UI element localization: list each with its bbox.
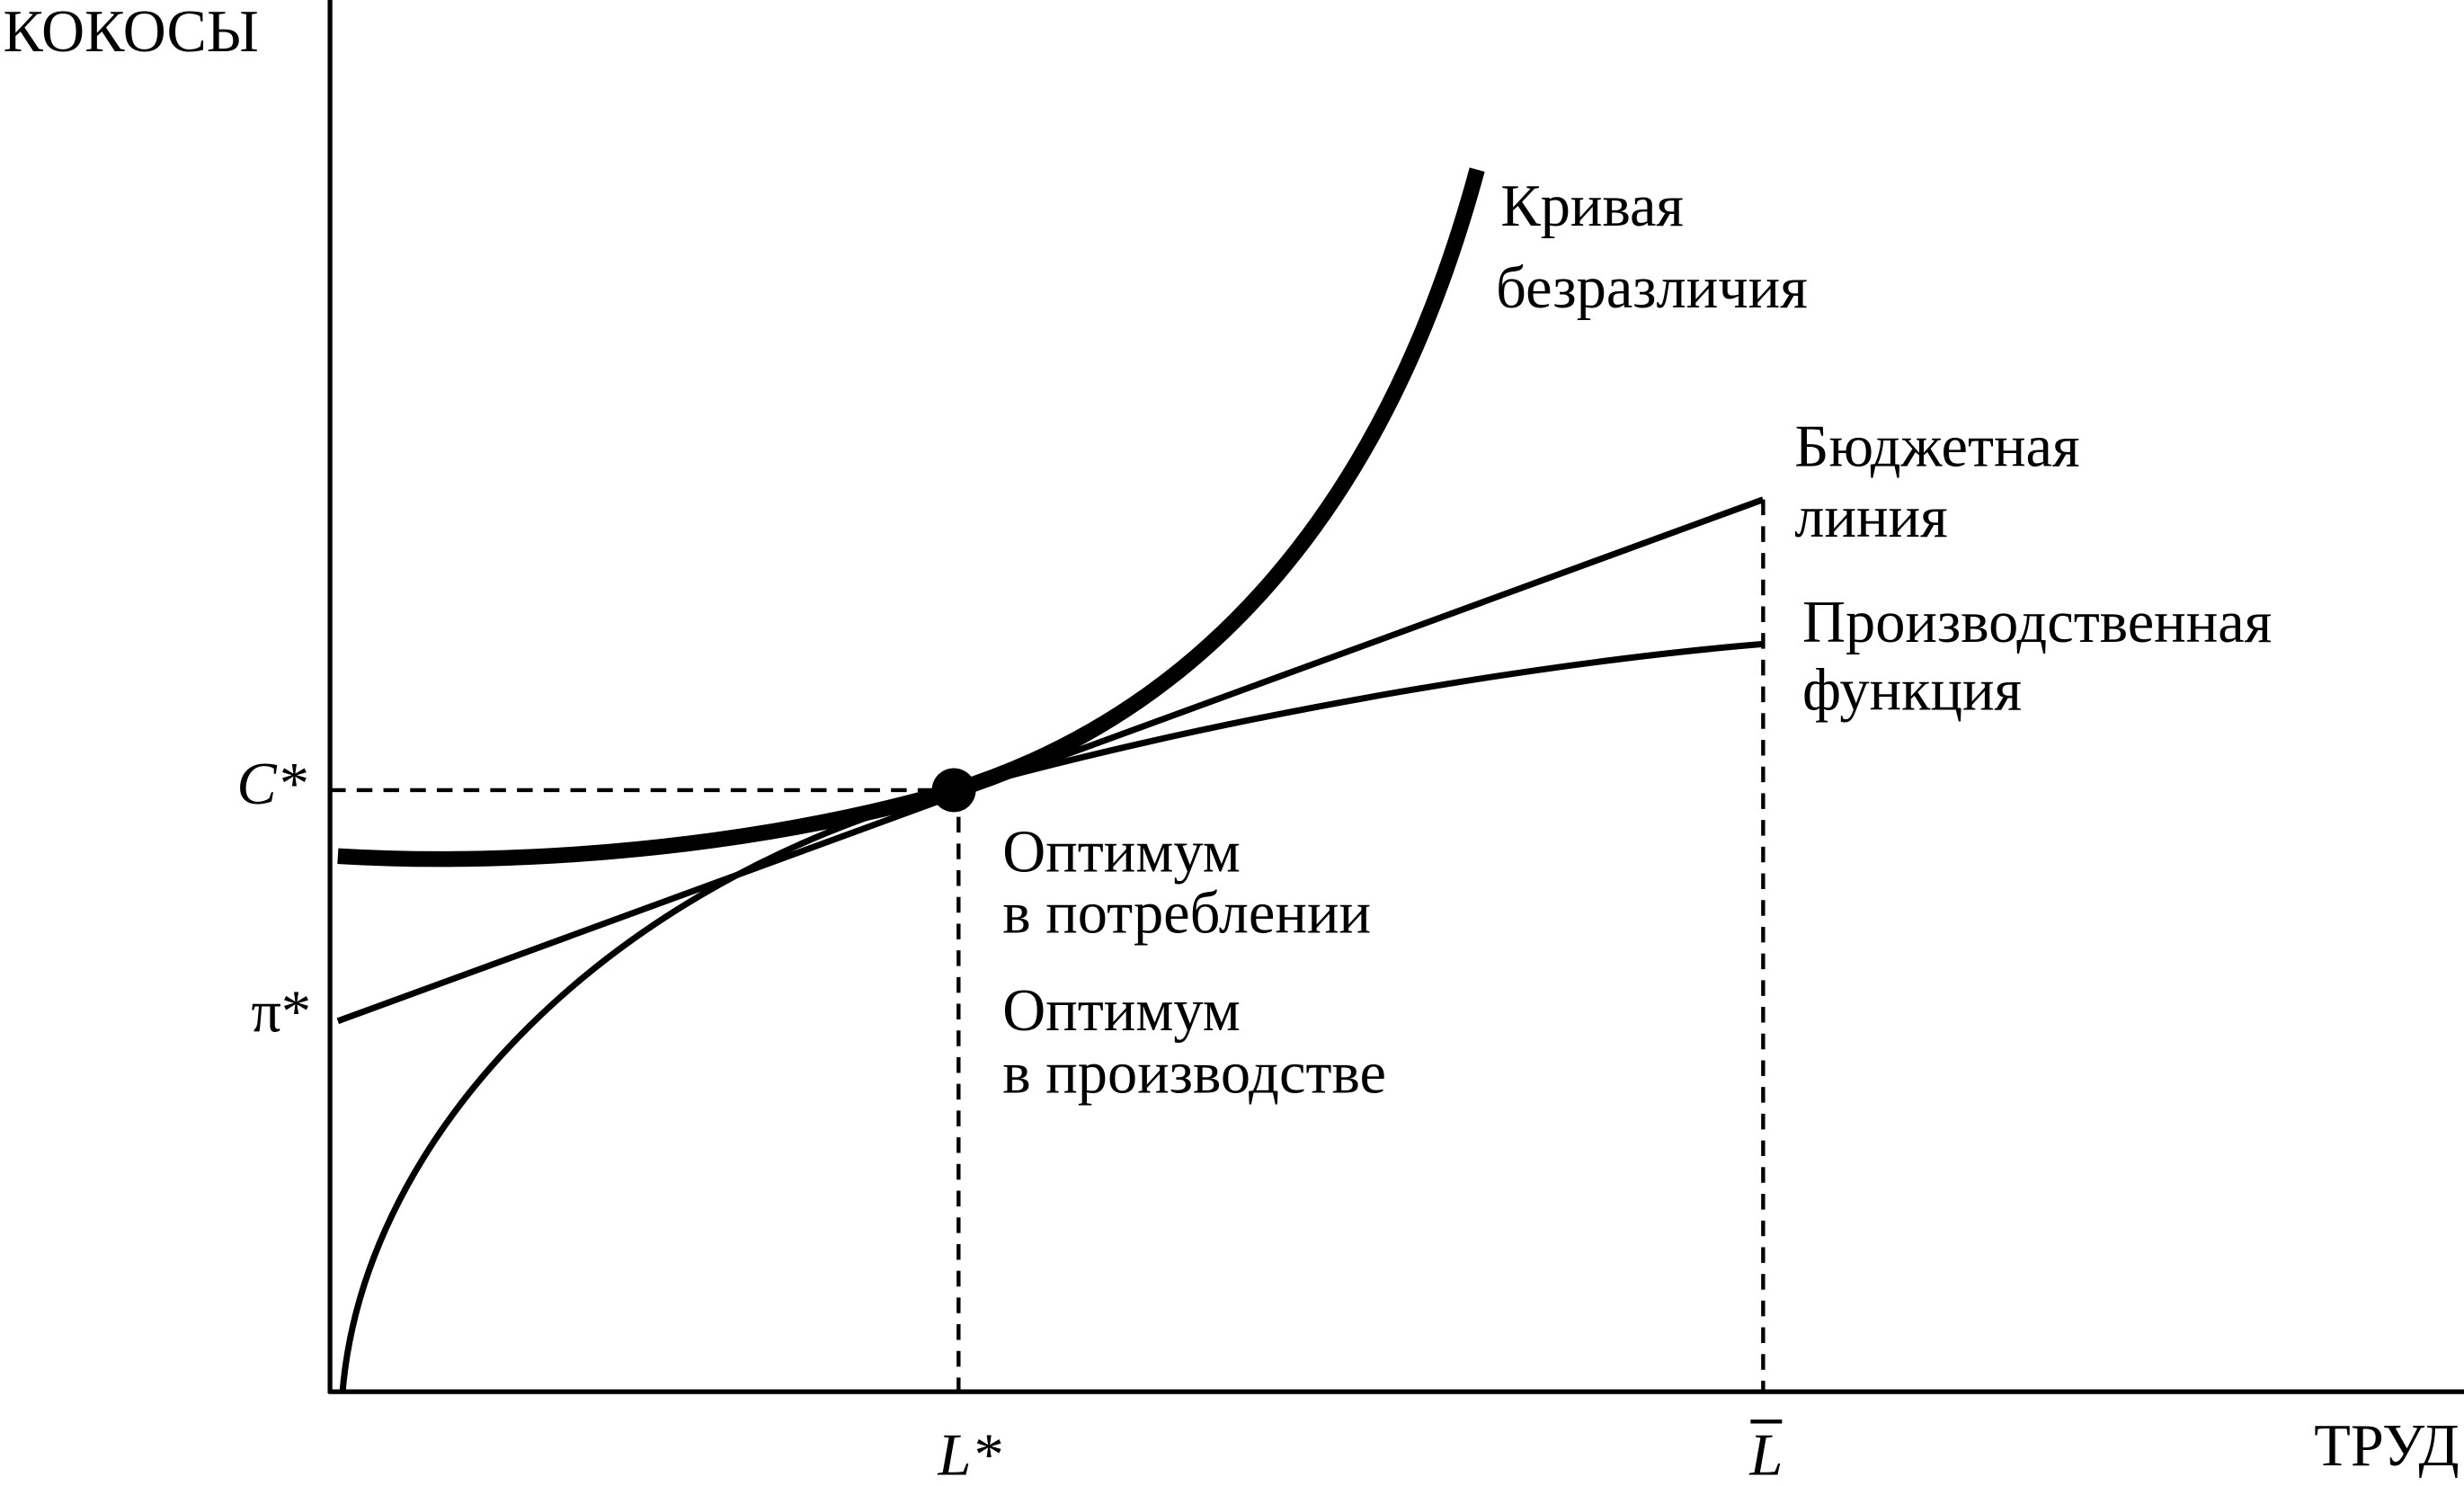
tick-pi-star: π* [251,980,311,1046]
annotation: Оптимум [1002,978,1240,1044]
curve-label: Кривая [1500,174,1684,239]
curve-label: Производственная [1802,590,2272,655]
optimum-point [931,768,976,813]
y-axis-label: КОКОСЫ [3,0,258,65]
tick-c-star: C* [236,752,307,817]
curve-label: безразличия [1496,255,1808,321]
curve-label: функция [1802,657,2022,723]
annotation: в производстве [1002,1041,1386,1107]
annotation: в потреблении [1002,880,1371,946]
indifference-curve [337,167,1485,868]
x-axis-label: ТРУД [2314,1413,2459,1479]
curve-label: Бюджетная [1794,414,2079,479]
annotation: Оптимум [1002,819,1240,885]
tick-l-bar: L [1748,1422,1783,1486]
curve-label: линия [1794,485,1947,550]
tick-l-star: L* [937,1422,1001,1486]
